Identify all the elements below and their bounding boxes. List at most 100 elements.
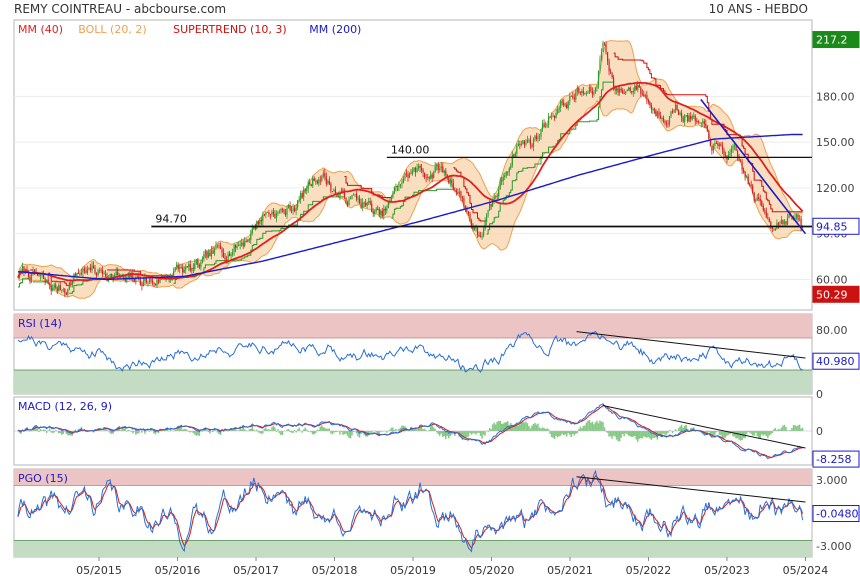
- macd-histogram-bar: [611, 431, 613, 439]
- macd-histogram-bar: [493, 422, 495, 431]
- price-candle: [183, 269, 185, 273]
- price-candle: [284, 212, 287, 215]
- price-candle: [740, 160, 742, 162]
- price-candle: [560, 101, 562, 108]
- price-candle: [55, 284, 57, 288]
- macd-histogram-bar: [782, 425, 784, 431]
- macd-histogram-bar: [425, 430, 427, 431]
- macd-histogram-bar: [100, 429, 102, 431]
- macd-histogram-bar: [216, 431, 219, 433]
- price-candle: [746, 176, 748, 178]
- macd-histogram-bar: [511, 424, 513, 431]
- macd-histogram-bar: [324, 427, 326, 431]
- price-candle: [115, 271, 117, 275]
- rsi-label: RSI (14): [18, 317, 62, 330]
- macd-histogram-bar: [776, 430, 778, 431]
- price-candle: [80, 272, 82, 275]
- macd-histogram-bar: [543, 427, 545, 431]
- macd-histogram-bar: [307, 431, 309, 432]
- macd-histogram-bar: [177, 426, 179, 431]
- macd-histogram-bar: [431, 425, 433, 431]
- macd-histogram-bar: [174, 429, 176, 431]
- price-candle: [765, 211, 767, 218]
- price-candle: [439, 168, 441, 170]
- macd-histogram-bar: [188, 431, 190, 432]
- macd-histogram-bar: [310, 431, 312, 433]
- macd-histogram-bar: [207, 431, 210, 433]
- macd-histogram-bar: [626, 431, 628, 435]
- price-candle: [649, 102, 651, 106]
- macd-histogram-bar: [685, 425, 687, 431]
- x-tick-label: 05/2015: [76, 564, 122, 577]
- macd-histogram-bar: [581, 428, 583, 431]
- macd-histogram-bar: [679, 426, 681, 431]
- price-candle: [368, 201, 370, 203]
- price-candle: [204, 250, 206, 254]
- macd-histogram-bar: [499, 420, 501, 431]
- macd-histogram-bar: [280, 431, 282, 435]
- price-candle: [241, 242, 243, 245]
- bollinger-band-fill: [17, 40, 803, 299]
- price-candle: [218, 245, 220, 247]
- price-candle: [428, 177, 430, 179]
- price-candle: [557, 109, 559, 113]
- pgo-ytick-label: -3.000: [816, 540, 851, 553]
- price-candle: [291, 210, 293, 212]
- price-candle: [513, 154, 515, 157]
- macd-histogram-bar: [534, 422, 536, 431]
- macd-histogram-bar: [570, 431, 572, 437]
- price-candle: [363, 202, 365, 204]
- price-candle: [451, 179, 453, 183]
- price-candle: [712, 145, 714, 151]
- header-period: 10 ANS - HEBDO: [709, 2, 808, 16]
- price-candle: [339, 192, 341, 196]
- macd-histogram-bar: [318, 429, 320, 431]
- price-candle: [153, 282, 155, 284]
- macd-histogram-bar: [585, 422, 588, 431]
- macd-histogram-bar: [209, 431, 211, 434]
- price-candle: [70, 282, 72, 286]
- macd-histogram-bar: [665, 431, 668, 435]
- price-candle: [709, 139, 711, 147]
- price-candle: [212, 250, 214, 254]
- price-candle: [182, 267, 184, 273]
- macd-histogram-bar: [629, 431, 631, 437]
- macd-histogram-bar: [516, 423, 518, 431]
- price-candle: [89, 267, 92, 271]
- price-badge-box: [812, 31, 860, 49]
- price-candle: [706, 125, 708, 132]
- price-candle: [59, 285, 61, 290]
- price-candle: [614, 87, 616, 91]
- price-candle: [176, 264, 178, 267]
- macd-histogram-bar: [151, 430, 154, 431]
- price-candle: [277, 212, 279, 214]
- price-legend-entry: MM (200): [309, 23, 361, 36]
- macd-histogram-bar: [256, 429, 258, 431]
- macd-histogram-bar: [355, 431, 358, 434]
- price-candle: [697, 121, 699, 123]
- price-candle: [691, 116, 693, 120]
- price-candle: [519, 144, 521, 146]
- macd-histogram-bar: [237, 430, 240, 431]
- price-candle: [625, 91, 627, 94]
- price-candle: [74, 273, 76, 276]
- price-candle: [662, 117, 665, 121]
- price-candle: [576, 87, 578, 92]
- price-candle: [529, 139, 531, 145]
- macd-histogram-bar: [564, 431, 566, 435]
- price-candle: [50, 285, 52, 291]
- price-badge-label: 217.2: [816, 34, 848, 47]
- macd-histogram-bar: [127, 429, 129, 431]
- price-candle: [123, 275, 125, 278]
- price-candle: [549, 116, 551, 118]
- price-candle: [333, 189, 335, 192]
- macd-histogram-bar: [129, 430, 131, 431]
- supertrend-segment: [613, 52, 803, 213]
- price-candle: [313, 178, 315, 182]
- macd-histogram-bar: [792, 425, 795, 431]
- macd-histogram-bar: [779, 429, 781, 431]
- macd-histogram-bar: [420, 426, 423, 431]
- macd-histogram-bar: [522, 420, 524, 431]
- price-candle: [127, 273, 129, 278]
- macd-histogram-bar: [333, 431, 335, 433]
